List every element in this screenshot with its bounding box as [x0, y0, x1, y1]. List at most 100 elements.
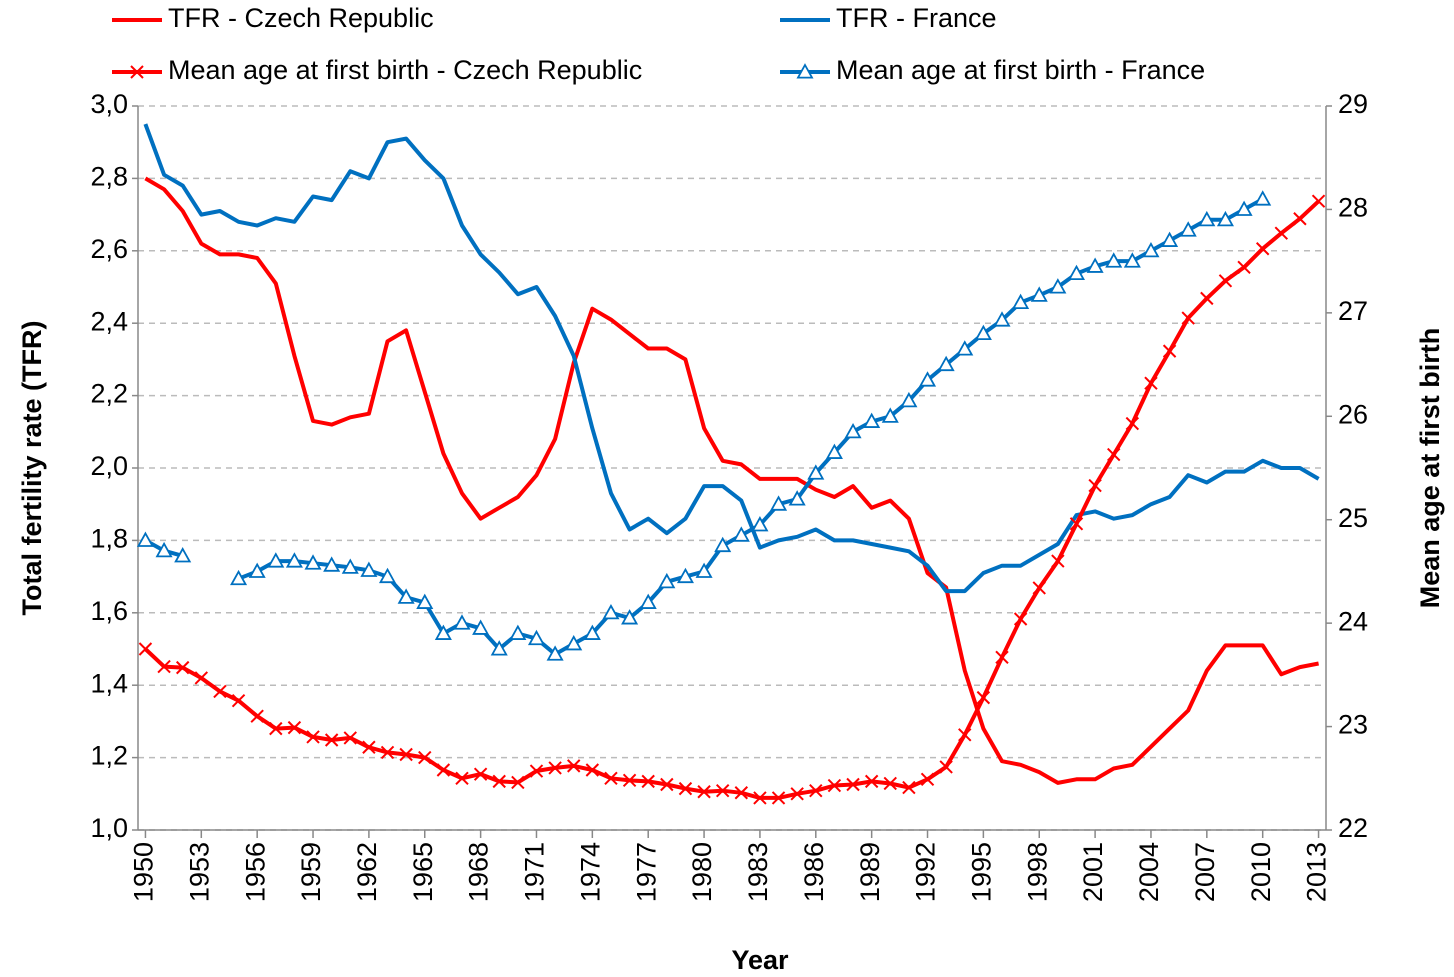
marker-x	[1162, 344, 1177, 358]
marker-triangle	[1012, 293, 1030, 310]
marker-x	[157, 659, 171, 674]
marker-x	[809, 783, 823, 798]
marker-triangle	[937, 355, 955, 372]
marker-triangle	[174, 547, 192, 563]
marker-triangle	[565, 634, 583, 651]
series-line	[144, 199, 1320, 800]
y-tick-label: 2,4	[90, 306, 128, 336]
y2-axis-label: Mean age at first birth	[1415, 328, 1445, 609]
marker-triangle	[900, 391, 918, 408]
marker-triangle	[993, 311, 1011, 327]
y2-tick-label: 24	[1338, 606, 1368, 636]
marker-x	[1013, 612, 1028, 626]
y-tick-label: 2,6	[90, 234, 128, 264]
marker-x	[213, 684, 227, 699]
marker-x	[1069, 517, 1084, 531]
marker-x	[958, 728, 972, 742]
marker-x	[130, 65, 144, 79]
marker-triangle	[1105, 252, 1123, 268]
marker-triangle	[1123, 252, 1141, 268]
y-tick-label: 2,2	[90, 379, 128, 409]
marker-triangle	[1161, 231, 1179, 247]
marker-x	[1032, 581, 1046, 595]
series-line	[144, 176, 1319, 785]
marker-x	[194, 671, 209, 685]
marker-x	[622, 773, 637, 788]
marker-x	[567, 759, 581, 773]
marker-triangle	[136, 531, 154, 547]
marker-x	[678, 781, 693, 796]
x-tick-label: 1974	[575, 842, 605, 902]
x-tick-label: 1962	[352, 842, 382, 902]
y-tick-label: 2,8	[90, 162, 128, 192]
marker-x	[436, 763, 451, 777]
x-tick-label: 1992	[911, 842, 941, 902]
marker-triangle	[267, 552, 285, 568]
x-tick-label: 2007	[1190, 842, 1220, 902]
marker-triangle	[695, 562, 713, 578]
marker-x	[660, 777, 674, 792]
marker-x	[1181, 311, 1195, 325]
marker-triangle	[416, 593, 434, 609]
marker-x	[1125, 416, 1140, 431]
marker-triangle	[583, 624, 601, 640]
marker-triangle	[956, 340, 974, 356]
marker-x	[846, 777, 860, 792]
y-axis-label: Total fertility rate (TFR)	[17, 320, 47, 615]
marker-triangle	[825, 443, 843, 459]
marker-x	[250, 709, 264, 723]
marker-x	[380, 745, 395, 760]
y-tick-label: 1,0	[90, 813, 128, 843]
x-tick-label: 1980	[687, 842, 717, 902]
marker-triangle	[397, 588, 415, 604]
y2-tick-label: 29	[1338, 89, 1368, 119]
marker-triangle	[1198, 210, 1216, 227]
marker-x	[138, 642, 153, 656]
x-tick-label: 1971	[520, 842, 550, 902]
marker-triangle	[796, 63, 814, 79]
y-tick-label: 1,6	[90, 596, 128, 626]
marker-x	[1200, 291, 1214, 306]
marker-triangle	[1049, 278, 1067, 294]
marker-triangle	[155, 541, 173, 558]
marker-triangle	[1254, 190, 1272, 206]
marker-x	[287, 720, 302, 735]
marker-triangle	[1086, 257, 1104, 273]
x-tick-label: 1968	[464, 842, 494, 902]
marker-x	[455, 771, 469, 785]
marker-x	[920, 772, 935, 787]
marker-triangle	[341, 558, 359, 574]
marker-triangle	[546, 645, 564, 661]
marker-triangle	[844, 422, 862, 439]
marker-triangle	[881, 407, 899, 423]
marker-triangle	[974, 324, 992, 341]
marker-x	[231, 694, 246, 708]
marker-triangle	[230, 569, 248, 586]
marker-x	[1144, 376, 1158, 390]
marker-triangle	[918, 371, 937, 387]
x-tick-label: 1956	[240, 842, 270, 902]
marker-triangle	[714, 536, 732, 553]
marker-triangle	[1216, 210, 1234, 227]
marker-triangle	[676, 567, 694, 584]
x-tick-label: 2001	[1078, 842, 1108, 902]
y-tick-label: 3,0	[90, 89, 128, 119]
marker-x	[734, 786, 749, 800]
marker-x	[343, 731, 357, 745]
marker-triangle	[453, 614, 471, 630]
marker-triangle	[658, 572, 676, 589]
marker-triangle	[472, 619, 490, 635]
x-tick-label: 1953	[184, 842, 214, 902]
marker-triangle	[285, 552, 303, 568]
x-tick-label: 1965	[408, 842, 438, 902]
marker-x	[1237, 260, 1251, 275]
marker-x	[306, 730, 320, 744]
marker-x	[269, 721, 283, 736]
y2-tick-label: 28	[1338, 193, 1368, 223]
marker-x	[902, 780, 916, 795]
marker-x	[715, 783, 730, 798]
marker-x	[1107, 447, 1121, 462]
marker-x	[790, 787, 804, 801]
marker-x	[418, 750, 432, 765]
marker-x	[1051, 554, 1065, 568]
